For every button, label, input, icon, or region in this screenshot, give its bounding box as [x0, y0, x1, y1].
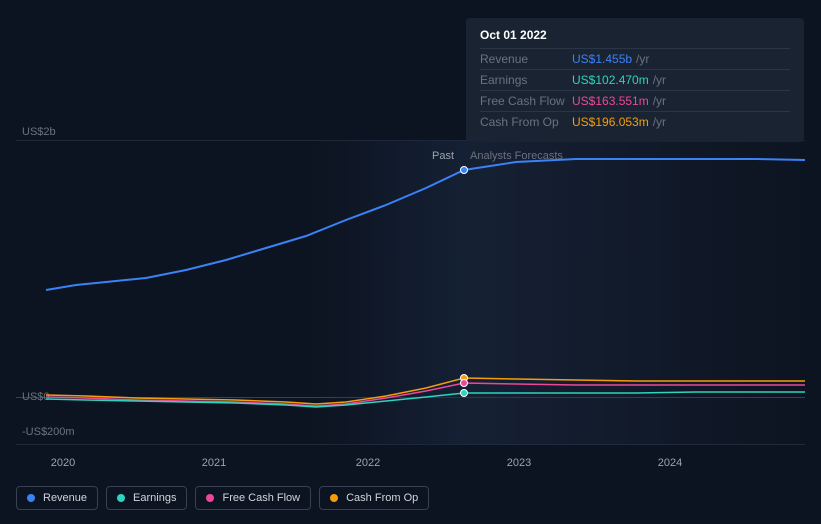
tooltip-row-unit: /yr [653, 94, 666, 108]
legend-item[interactable]: Cash From Op [319, 486, 429, 510]
series-marker [460, 389, 468, 397]
tooltip-row-value: US$163.551m [572, 94, 649, 108]
x-axis-label: 2021 [202, 457, 226, 469]
x-axis-label: 2022 [356, 457, 380, 469]
legend-item[interactable]: Earnings [106, 486, 187, 510]
tooltip-row: EarningsUS$102.470m/yr [480, 69, 790, 90]
x-axis-label: 2020 [51, 457, 75, 469]
series-line [46, 383, 805, 406]
legend-dot-icon [117, 494, 125, 502]
tooltip-row-unit: /yr [653, 115, 666, 129]
tooltip-row-value: US$102.470m [572, 73, 649, 87]
legend-dot-icon [206, 494, 214, 502]
legend-dot-icon [330, 494, 338, 502]
legend-label: Cash From Op [346, 492, 418, 504]
series-marker [460, 379, 468, 387]
legend-label: Revenue [43, 492, 87, 504]
legend-item[interactable]: Revenue [16, 486, 98, 510]
tooltip-row-label: Free Cash Flow [480, 94, 572, 108]
series-marker [460, 166, 468, 174]
tooltip-row-label: Earnings [480, 73, 572, 87]
tooltip-row: RevenueUS$1.455b/yr [480, 48, 790, 69]
tooltip-row-value: US$1.455b [572, 52, 632, 66]
tooltip-row-unit: /yr [636, 52, 649, 66]
x-axis-label: 2023 [507, 457, 531, 469]
tooltip-row: Cash From OpUS$196.053m/yr [480, 111, 790, 132]
series-line [46, 159, 805, 290]
tooltip-title: Oct 01 2022 [480, 28, 790, 42]
chart-tooltip: Oct 01 2022 RevenueUS$1.455b/yrEarningsU… [466, 18, 804, 142]
chart-legend: Revenue Earnings Free Cash Flow Cash From O… [16, 486, 429, 510]
tooltip-row-label: Revenue [480, 52, 572, 66]
tooltip-row-unit: /yr [653, 73, 666, 87]
tooltip-row-label: Cash From Op [480, 115, 572, 129]
legend-label: Free Cash Flow [222, 492, 300, 504]
x-axis-label: 2024 [658, 457, 682, 469]
tooltip-row: Free Cash FlowUS$163.551m/yr [480, 90, 790, 111]
legend-item[interactable]: Free Cash Flow [195, 486, 311, 510]
tooltip-row-value: US$196.053m [572, 115, 649, 129]
series-line [46, 392, 805, 407]
legend-label: Earnings [133, 492, 176, 504]
legend-dot-icon [27, 494, 35, 502]
